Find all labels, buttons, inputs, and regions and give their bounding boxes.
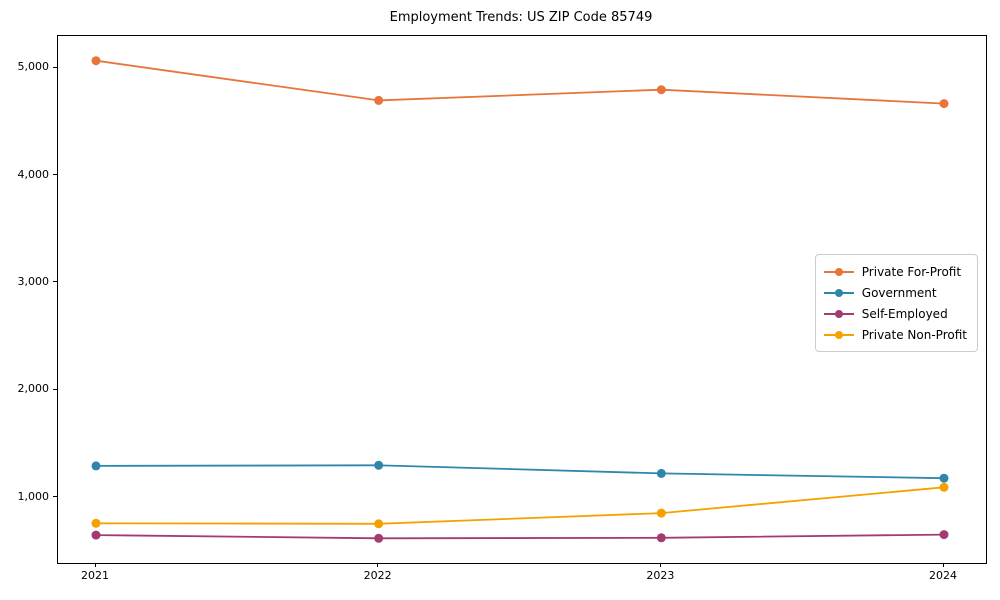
- legend-line-marker-icon: [823, 309, 854, 319]
- data-point: [374, 533, 384, 543]
- legend-line-marker-icon: [823, 288, 854, 298]
- legend-row-private-for-profit: Private For-Profit: [823, 261, 967, 282]
- y-axis-tick-mark: [53, 388, 57, 390]
- x-axis-tick-label: 2022: [363, 569, 392, 582]
- series-line-private-for-profit: [95, 59, 945, 105]
- data-point: [91, 530, 101, 540]
- data-point: [939, 99, 949, 109]
- data-point: [939, 530, 949, 540]
- data-point: [656, 533, 666, 543]
- series-line-self-employed: [95, 533, 945, 540]
- y-axis-tick-label: 3,000: [17, 274, 50, 288]
- y-axis-tick-mark: [53, 66, 57, 68]
- y-axis-tick-mark: [53, 281, 57, 283]
- y-axis-tick-label: 4,000: [17, 167, 50, 181]
- x-axis-tick-mark: [377, 563, 379, 567]
- y-axis-tick-label: 2,000: [17, 382, 50, 396]
- legend-label: Private For-Profit: [861, 264, 962, 279]
- data-point: [91, 518, 101, 528]
- legend-row-government: Government: [823, 282, 967, 303]
- data-point: [656, 85, 666, 95]
- data-point: [374, 95, 384, 105]
- x-axis-tick-mark: [94, 563, 96, 567]
- x-axis-tick-mark: [659, 563, 661, 567]
- data-point: [374, 460, 384, 470]
- plot-area: Private For-Profit Government Self-Employe…: [57, 35, 987, 564]
- legend-row-private-non-profit: Private Non-Profit: [823, 324, 967, 345]
- x-axis-tick-label: 2021: [81, 569, 109, 582]
- legend: Private For-Profit Government Self-Employe…: [814, 254, 978, 352]
- y-axis-tick-mark: [53, 174, 57, 176]
- data-point: [939, 482, 949, 492]
- series-line-government: [95, 464, 945, 480]
- y-axis-tick-label: 5,000: [17, 60, 50, 74]
- x-axis-tick-label: 2023: [646, 569, 675, 582]
- data-point: [91, 56, 101, 66]
- x-axis-tick-mark: [942, 563, 944, 567]
- series-line-private-non-profit: [95, 486, 945, 525]
- legend-label: Government: [861, 285, 937, 300]
- line-chart-canvas: [91, 56, 949, 543]
- data-point: [656, 508, 666, 518]
- legend-row-self-employed: Self-Employed: [823, 303, 967, 324]
- data-point: [91, 461, 101, 471]
- legend-label: Private Non-Profit: [861, 327, 967, 342]
- legend-line-marker-icon: [823, 330, 854, 340]
- data-point: [939, 473, 949, 483]
- y-axis-tick-label: 1,000: [17, 489, 50, 503]
- chart-title: Employment Trends: US ZIP Code 85749: [389, 10, 653, 25]
- x-axis-tick-label: 2024: [929, 569, 957, 582]
- y-axis-tick-mark: [53, 496, 57, 498]
- data-point: [374, 519, 384, 529]
- legend-line-marker-icon: [823, 267, 854, 277]
- data-point: [656, 468, 666, 478]
- legend-label: Self-Employed: [861, 306, 948, 321]
